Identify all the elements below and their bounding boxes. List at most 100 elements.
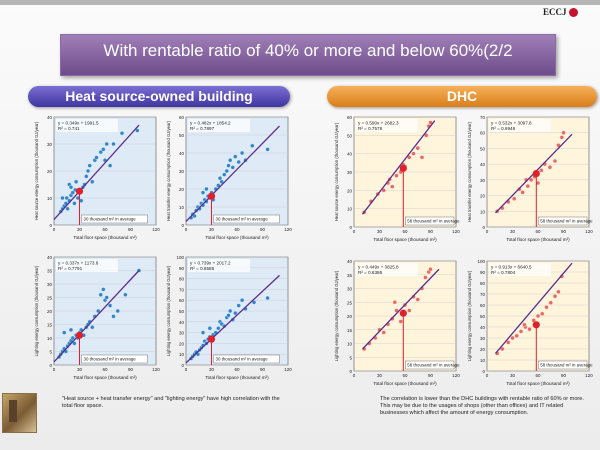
y-tick-label: 100: [176, 255, 184, 260]
y-tick-label: 20: [480, 194, 486, 199]
regression-line: [185, 274, 280, 364]
average-label: 58 thousand m² in average: [540, 363, 593, 368]
equation-box: [489, 263, 551, 276]
data-point: [381, 188, 386, 193]
building-photo: [2, 393, 37, 433]
data-point: [65, 206, 70, 211]
regression-line: [53, 124, 140, 221]
section-title-dhc: DHC: [327, 86, 597, 107]
data-point: [62, 330, 67, 335]
y-tick-label: 35: [47, 269, 53, 274]
data-point: [251, 300, 257, 305]
y-tick-label: 0: [482, 225, 485, 230]
scatter-plot-svg: 0 5 10 15 20 25 30 35 40 0 30 60 90 120 Total floor sp…: [334, 259, 460, 386]
data-point: [419, 155, 425, 160]
r-squared-text: R² = 0.7578: [358, 126, 383, 131]
x-tick-label: 90: [128, 227, 134, 232]
x-axis-label: Total floor space (thousand m²): [73, 235, 137, 240]
chart-dhc-heat-source-energy: 0 10 20 30 40 50 60 0 30 60 90 120 Total floor space…: [330, 113, 460, 243]
regression-line: [185, 125, 280, 222]
data-point: [407, 308, 412, 313]
equation-text: y = 0.349x + 1991.5: [58, 121, 99, 126]
data-point: [84, 174, 89, 179]
y-tick-label: 50: [179, 133, 185, 138]
average-label: 58 thousand m² in average: [407, 219, 460, 224]
y-tick-label: 60: [179, 298, 185, 303]
y-tick-label: 40: [347, 259, 353, 264]
equation-text: y = 0.532x + 3097.8: [491, 121, 532, 126]
r-squared-text: R² = 0.7804: [491, 270, 516, 275]
data-point: [217, 176, 223, 181]
regression-line: [361, 120, 436, 215]
x-tick-label: 30: [510, 229, 516, 234]
average-label-box: [213, 214, 280, 224]
y-tick-label: 30: [480, 336, 486, 341]
data-point: [407, 155, 412, 160]
data-point: [101, 147, 106, 152]
top-border: [0, 0, 600, 5]
data-point: [224, 168, 229, 174]
y-tick-label: 60: [179, 115, 185, 120]
data-point: [520, 190, 525, 195]
data-point: [423, 275, 428, 280]
x-tick-label: 120: [284, 227, 292, 232]
y-tick-label: 40: [47, 255, 53, 260]
data-point: [510, 335, 515, 341]
y-tick-label: 20: [347, 188, 353, 193]
page-title: With rentable ratio of 40% or more and b…: [103, 41, 513, 60]
y-tick-label: 40: [179, 320, 185, 325]
data-point: [101, 287, 106, 292]
chart-dhc-lighting-energy: 0 5 10 15 20 25 30 35 40 0 30 60 90 120 Total floor sp…: [330, 257, 460, 387]
y-tick-label: 10: [47, 336, 53, 341]
x-tick-label: 30: [209, 367, 215, 372]
data-point: [415, 145, 420, 151]
x-tick-label: 0: [353, 229, 356, 234]
y-tick-label: 60: [480, 303, 486, 308]
x-axis-label: Total floor space (thousand m²): [373, 237, 437, 242]
y-tick-label: 0: [482, 369, 485, 374]
chart-dhc-lighting-energy-2: 0 10 20 30 40 50 60 70 80 90 100 0 30 60 90 120 Total fl…: [463, 257, 593, 387]
x-tick-label: 0: [486, 373, 489, 378]
data-point: [514, 333, 519, 338]
y-tick-label: 20: [480, 347, 486, 352]
x-tick-label: 60: [102, 227, 108, 232]
r-squared-text: R² = 0.741: [58, 126, 80, 131]
y-tick-label: 30: [347, 170, 353, 175]
x-tick-label: 120: [452, 373, 460, 378]
scatter-plot-svg: 0 10 20 30 40 50 60 0 30 60 90 120 Total floor space…: [166, 115, 292, 240]
regression-line: [362, 268, 440, 350]
data-point: [68, 185, 74, 190]
data-point: [104, 141, 109, 147]
r-squared-text: R² = 0.6586: [190, 266, 215, 271]
y-tick-label: 0: [349, 225, 352, 230]
y-tick-label: 35: [347, 273, 353, 278]
scatter-plot-svg: 0 5 10 15 20 25 30 35 40 0 30 60 90 120 Total floor sp…: [34, 255, 160, 380]
data-point: [535, 313, 541, 319]
y-tick-label: 10: [347, 207, 353, 212]
data-point: [411, 151, 416, 156]
average-label-box: [81, 214, 148, 224]
data-point: [552, 294, 558, 299]
data-point: [394, 308, 399, 313]
y-tick-label: 0: [181, 223, 184, 228]
y-tick-label: 70: [179, 287, 185, 292]
y-tick-label: 70: [480, 292, 486, 297]
average-label-box: [405, 216, 455, 226]
data-point: [239, 298, 245, 303]
r-squared-text: R² = 0.7791: [58, 266, 83, 271]
average-label: 58 thousand m² in average: [540, 219, 593, 224]
equation-box: [188, 119, 250, 132]
eccj-logo: ECCJ: [543, 7, 578, 17]
data-point: [428, 120, 433, 125]
y-tick-label: 0: [49, 363, 52, 368]
equation-box: [356, 263, 418, 276]
data-point: [381, 330, 386, 335]
data-point: [90, 325, 95, 330]
y-tick-label: 60: [347, 115, 353, 120]
data-point: [104, 295, 109, 300]
x-tick-label: 30: [77, 227, 83, 232]
note-heat-source: "Heat source + heat transfer energy" and…: [62, 396, 280, 409]
data-point: [70, 190, 75, 195]
x-axis-label: Total floor space (thousand m²): [373, 381, 437, 386]
y-tick-label: 25: [347, 300, 353, 305]
